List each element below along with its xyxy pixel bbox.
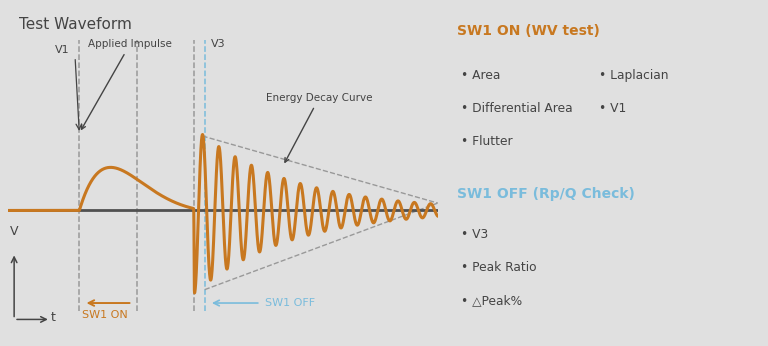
Text: SW1 ON (WV test): SW1 ON (WV test) bbox=[457, 24, 600, 38]
Text: Energy Decay Curve: Energy Decay Curve bbox=[266, 93, 372, 162]
Text: • V1: • V1 bbox=[599, 102, 626, 115]
Text: t: t bbox=[51, 311, 55, 324]
Text: V3: V3 bbox=[211, 39, 226, 49]
Text: • V3: • V3 bbox=[461, 228, 488, 242]
Text: • Area: • Area bbox=[461, 69, 500, 82]
Text: V1: V1 bbox=[55, 45, 69, 55]
Text: SW1 ON: SW1 ON bbox=[82, 310, 128, 320]
Text: • Laplacian: • Laplacian bbox=[599, 69, 668, 82]
Text: SW1 OFF (Rp/Q Check): SW1 OFF (Rp/Q Check) bbox=[457, 187, 635, 201]
Text: Applied Impulse: Applied Impulse bbox=[81, 39, 172, 129]
Text: • △Peak%: • △Peak% bbox=[461, 294, 522, 307]
Text: V: V bbox=[10, 225, 18, 238]
Text: • Differential Area: • Differential Area bbox=[461, 102, 572, 115]
Text: SW1 OFF: SW1 OFF bbox=[265, 298, 315, 308]
Text: • Flutter: • Flutter bbox=[461, 135, 512, 148]
Text: • Peak Ratio: • Peak Ratio bbox=[461, 261, 536, 274]
Text: Test Waveform: Test Waveform bbox=[19, 17, 132, 32]
